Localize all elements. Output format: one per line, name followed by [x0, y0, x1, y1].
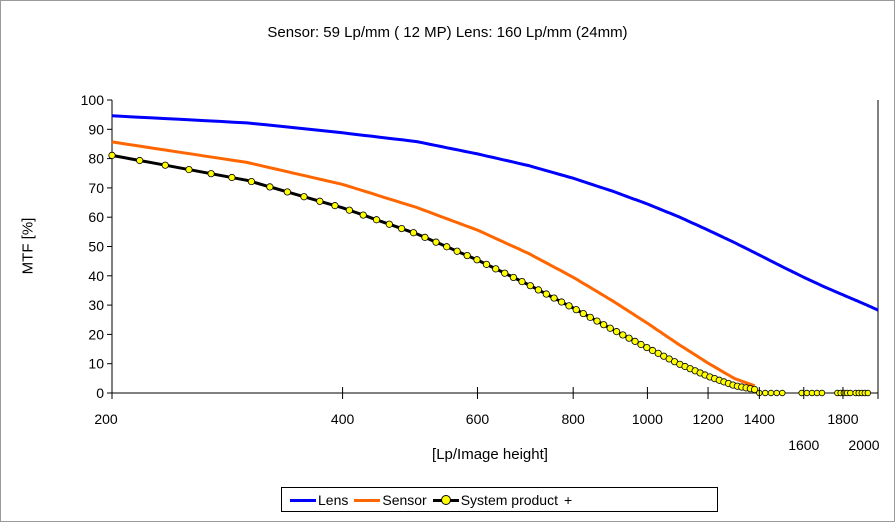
- sensor-line: [111, 140, 756, 388]
- system-product-point: [558, 298, 566, 306]
- legend-label-sensor: Sensor: [382, 491, 427, 508]
- y-tick-label: 20: [88, 326, 104, 342]
- x-tick-label: 200: [94, 411, 118, 427]
- system-product-point: [161, 161, 169, 169]
- system-product-point: [283, 188, 291, 196]
- system-product-point: [643, 343, 651, 352]
- system-product-point: [432, 238, 440, 246]
- system-product-point: [586, 313, 594, 321]
- zero-series-point: [847, 389, 854, 397]
- system-product-point: [550, 294, 558, 302]
- system-product-point: [518, 277, 526, 286]
- zero-series-point: [864, 389, 872, 397]
- system-product-point: [463, 251, 471, 260]
- y-tick-label: 70: [88, 180, 104, 196]
- system-product-point: [228, 173, 236, 182]
- system-product-point: [266, 183, 274, 191]
- system-product-point: [136, 156, 144, 165]
- system-product-point: [300, 193, 308, 201]
- x-tick-label: 800: [561, 411, 585, 427]
- legend-item-lens: Lens: [290, 492, 348, 508]
- y-tick-label: 30: [88, 297, 104, 313]
- zero-series-point: [762, 389, 769, 397]
- system-product-point: [372, 216, 381, 224]
- y-tick-label: 60: [88, 209, 104, 225]
- system-product-point: [443, 243, 451, 251]
- x-tick-label: 1600: [788, 437, 819, 453]
- y-tick-label: 80: [88, 151, 104, 167]
- system-product-point: [345, 206, 353, 214]
- x-tick-label: 1400: [744, 411, 775, 427]
- system-product-point: [316, 197, 324, 205]
- system-product-point: [108, 151, 116, 159]
- system-product-point: [600, 321, 608, 329]
- x-tick-label: 600: [466, 411, 490, 427]
- system-product-point: [482, 260, 491, 268]
- system-product-point: [654, 349, 662, 357]
- lens-line: [111, 114, 879, 312]
- system-product-point: [648, 346, 657, 355]
- x-tick-label: 400: [331, 411, 355, 427]
- legend: Lens Sensor System product +: [281, 487, 718, 512]
- system-product-point: [492, 265, 500, 273]
- system-product-point: [421, 233, 429, 241]
- zero-series-point: [767, 389, 775, 397]
- x-tick-label: 1800: [827, 411, 858, 427]
- legend-swatch-sensor: [354, 494, 381, 506]
- legend-label-system-product: System product: [460, 491, 558, 508]
- zero-series-point: [779, 389, 786, 397]
- system-product-point: [409, 229, 418, 237]
- y-tick-label: 0: [96, 385, 104, 401]
- legend-label-plus: +: [563, 491, 573, 508]
- legend-item-system-product: System product: [432, 491, 558, 508]
- system-product-point: [606, 324, 614, 332]
- y-tick-label: 100: [81, 92, 105, 108]
- system-product-point: [473, 256, 481, 264]
- system-product-point: [612, 328, 621, 336]
- system-product-point: [398, 224, 406, 233]
- legend-label-lens: Lens: [318, 491, 349, 508]
- legend-swatch-lens: [290, 494, 316, 506]
- system-product-point: [572, 306, 580, 314]
- system-product-point: [534, 286, 542, 294]
- system-product-point: [526, 282, 534, 290]
- system-product-point: [331, 202, 339, 210]
- system-product-point: [453, 247, 461, 255]
- y-tick-label: 50: [88, 239, 104, 255]
- system-product-point: [565, 302, 573, 310]
- y-tick-label: 40: [88, 268, 104, 284]
- system-product-point: [593, 317, 601, 325]
- x-tick-label: 1200: [692, 411, 723, 427]
- y-tick-label: 10: [88, 356, 104, 372]
- system-product-point: [542, 290, 550, 298]
- system-product-point: [637, 340, 645, 349]
- system-product-point: [185, 165, 193, 174]
- system-product-point: [750, 385, 759, 394]
- x-tick-label: 1000: [632, 411, 663, 427]
- legend-swatch-system-product: [432, 494, 459, 506]
- zero-series-point: [818, 389, 826, 397]
- system-product-point: [207, 170, 215, 178]
- system-product-point: [619, 331, 627, 339]
- system-product-point: [501, 269, 509, 277]
- system-product-point: [385, 220, 393, 228]
- chart-title: Sensor: 59 Lp/mm ( 12 MP) Lens: 160 Lp/m…: [267, 24, 628, 41]
- system-product-point: [631, 337, 639, 345]
- legend-item-plus: +: [564, 492, 572, 508]
- x-axis-label: [Lp/Image height]: [432, 446, 548, 463]
- x-tick-label: 2000: [848, 437, 879, 453]
- system-product-point: [247, 177, 256, 186]
- system-product-point: [579, 309, 587, 318]
- y-tick-label: 90: [88, 121, 104, 137]
- system-product-point: [359, 211, 367, 219]
- zero-series-point: [773, 389, 780, 397]
- system-product-point: [509, 273, 518, 282]
- legend-item-sensor: Sensor: [354, 491, 427, 508]
- system-product-point: [625, 334, 633, 342]
